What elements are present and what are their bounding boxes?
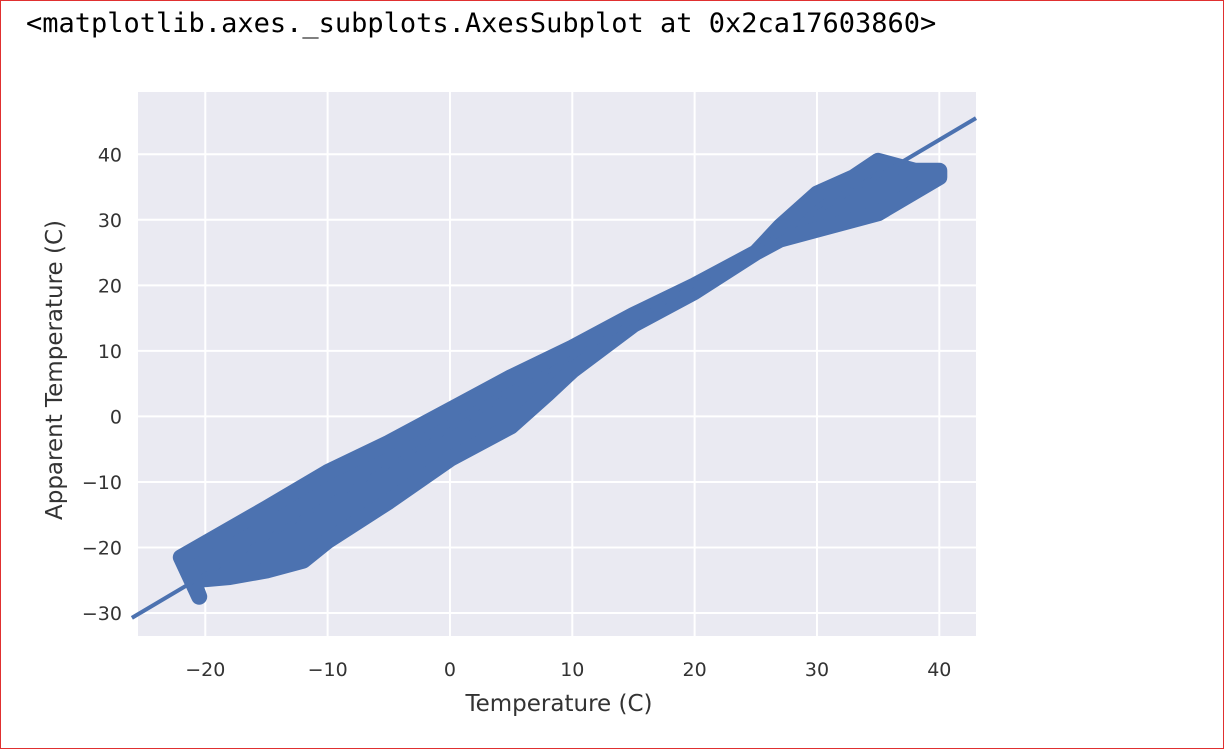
- y-tick-label: −20: [82, 538, 122, 560]
- x-tick-label: 20: [683, 659, 707, 681]
- x-tick-label: 30: [805, 659, 829, 681]
- y-tick-labels: −30 −20 −10 0 10 20 30 40: [82, 144, 122, 625]
- y-axis-label: Apparent Temperature (C): [42, 220, 68, 520]
- scatter-points-band: [172, 152, 948, 605]
- x-tick-label: −10: [308, 659, 348, 681]
- x-tick-label: 0: [444, 659, 456, 681]
- x-tick-label: 40: [927, 659, 951, 681]
- y-tick-label: 30: [98, 210, 122, 232]
- x-tick-label: 10: [560, 659, 584, 681]
- y-tick-label: 0: [110, 406, 122, 428]
- x-tick-labels: −20 −10 0 10 20 30 40: [185, 659, 951, 681]
- x-tick-label: −20: [185, 659, 225, 681]
- y-tick-label: 20: [98, 275, 122, 297]
- y-tick-label: −30: [82, 603, 122, 625]
- regression-line: [130, 116, 978, 620]
- y-tick-label: 10: [98, 341, 122, 363]
- y-tick-label: −10: [82, 472, 122, 494]
- x-axis-label: Temperature (C): [464, 691, 652, 717]
- output-repr-text: <matplotlib.axes._subplots.AxesSubplot a…: [26, 8, 937, 39]
- y-tick-label: 40: [98, 144, 122, 166]
